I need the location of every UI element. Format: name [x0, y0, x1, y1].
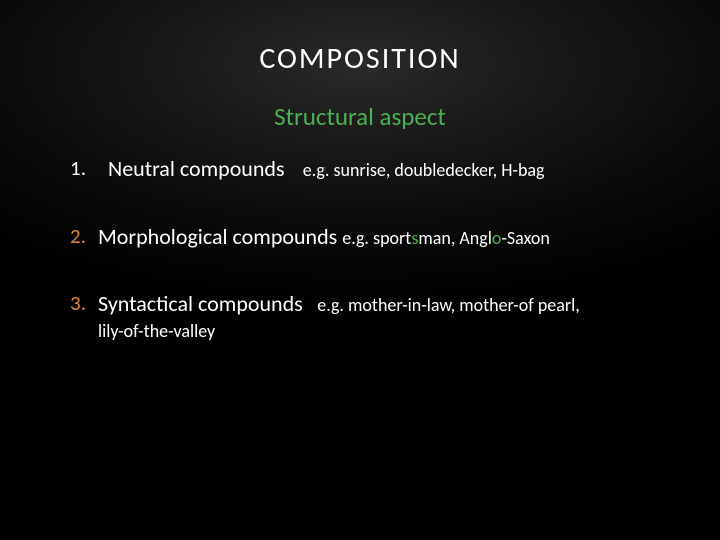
list-item: 1. Neutral compounds e.g. sunrise, doubl… [50, 154, 670, 184]
example-text: man, Angl [418, 227, 492, 249]
slide-title: COMPOSITION [50, 0, 670, 77]
list-item: 3. Syntactical compounds e.g. mother-in-… [50, 289, 670, 343]
example-text: e.g. sport [342, 227, 411, 249]
item-example: e.g. sunrise, doubledecker, H-bag [303, 159, 545, 181]
item-number: 1. [50, 154, 86, 182]
item-example-line2: lily-of-the-valley [98, 319, 670, 343]
item-main-text: Morphological compounds [98, 223, 342, 250]
list-item: 2. Morphological compounds e.g. sportsma… [50, 222, 670, 252]
item-number: 2. [50, 222, 86, 250]
content-list: 1. Neutral compounds e.g. sunrise, doubl… [50, 154, 670, 343]
example-text: -Saxon [501, 227, 550, 249]
item-example: e.g. sportsman, Anglo-Saxon [342, 227, 550, 249]
item-number: 3. [50, 289, 86, 317]
slide-subtitle: Structural aspect [50, 101, 670, 132]
slide: COMPOSITION Structural aspect 1. Neutral… [0, 0, 720, 540]
item-main-text: Neutral compounds [98, 155, 285, 182]
item-main-text: Syntactical compounds [98, 290, 303, 317]
example-highlight: o [492, 227, 502, 249]
item-example: e.g. mother-in-law, mother-of pearl, [317, 294, 580, 316]
